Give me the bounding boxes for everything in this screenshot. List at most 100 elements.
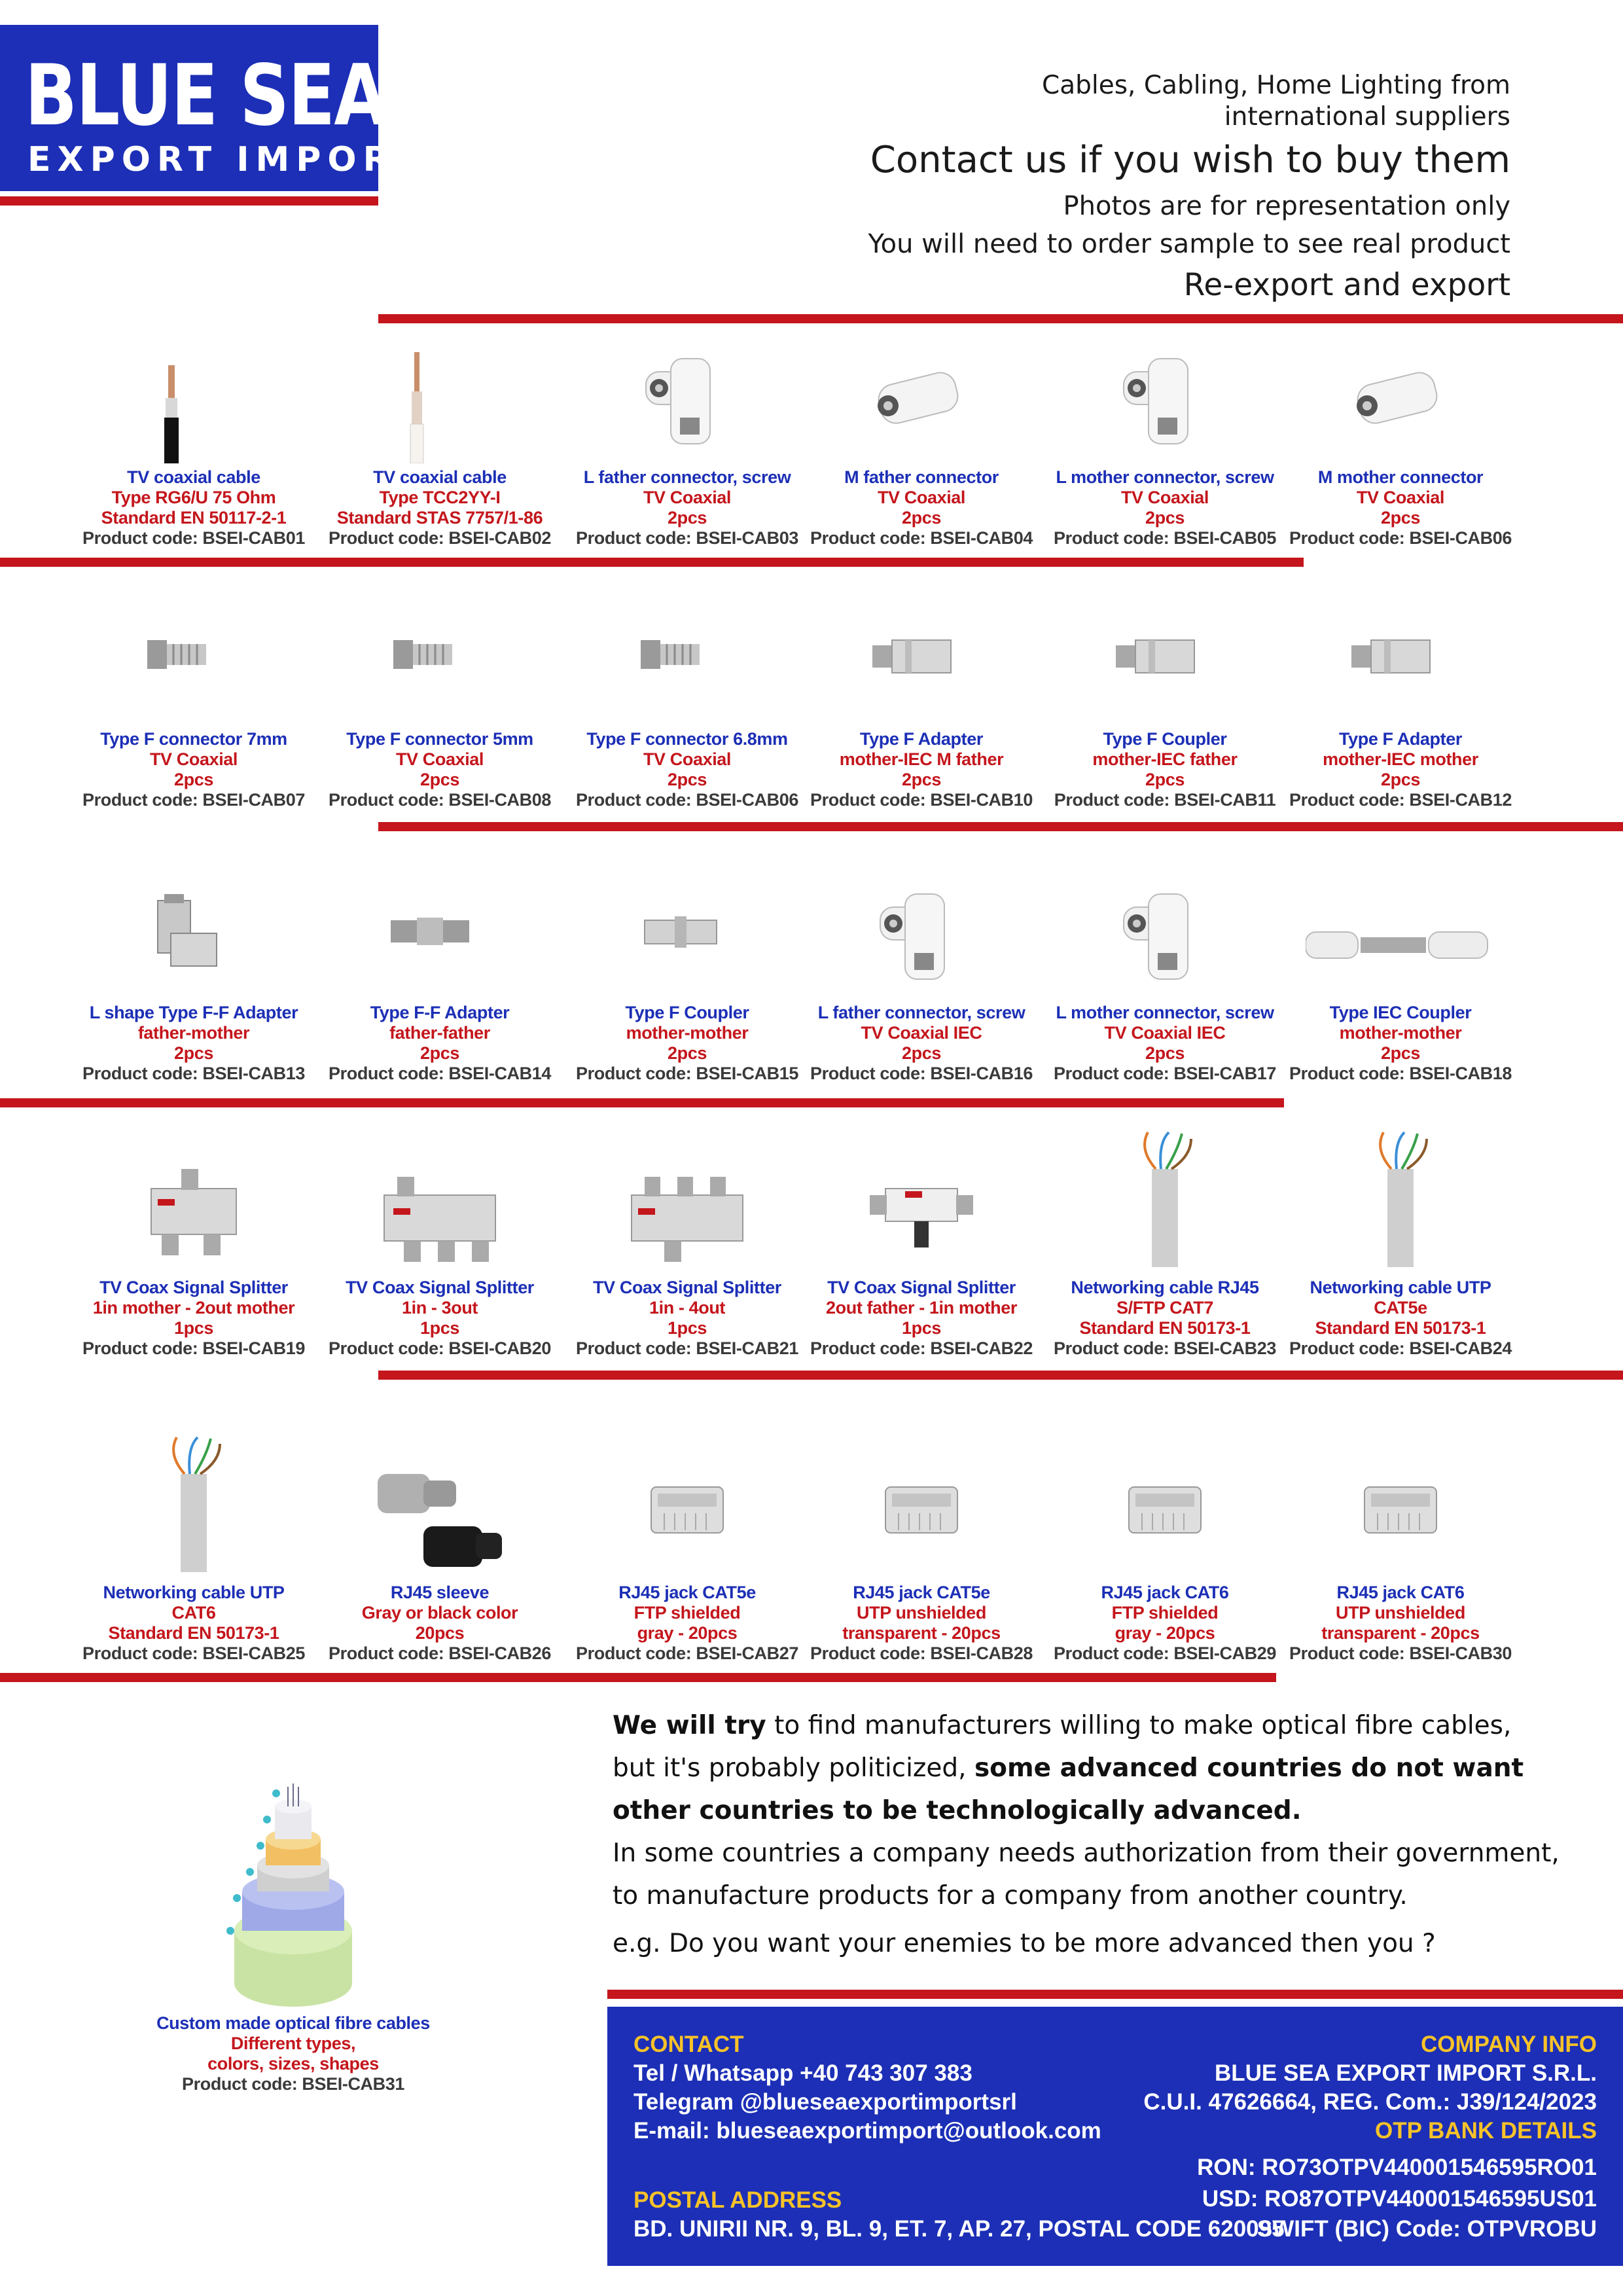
product-card: RJ45 jack CAT5e FTP shielded gray - 20pcs P…: [566, 1420, 808, 1668]
product-name: RJ45 jack CAT6: [1101, 1583, 1229, 1602]
company-info-heading: COMPANY INFO: [1421, 2032, 1597, 2057]
product-card: TV Coax Signal Splitter 1in - 3out 1pcs Pro…: [319, 1126, 561, 1363]
product-code: Product code: BSEI-CAB15: [576, 1064, 798, 1083]
product-card: RJ45 jack CAT6 UTP unshielded transparent …: [1279, 1420, 1522, 1668]
product-name: TV Coax Signal Splitter: [346, 1278, 534, 1297]
product-detail-1: TV Coaxial: [877, 488, 966, 507]
product-code: Product code: BSEI-CAB06: [576, 790, 798, 810]
product-detail-2: 2pcs: [902, 1043, 941, 1063]
product-code: Product code: BSEI-CAB16: [810, 1064, 1033, 1083]
f-connector-icon: [147, 640, 206, 669]
angled-connector-icon: [880, 893, 945, 980]
product-detail-1: TV Coaxial: [149, 749, 238, 769]
product-name: Type F Coupler: [1103, 729, 1227, 749]
product-code: Product code: BSEI-CAB22: [810, 1338, 1033, 1358]
rj45-jack-icon: [885, 1486, 958, 1534]
splitter-3-icon: [383, 1177, 496, 1262]
product-card: TV Coax Signal Splitter 1in - 4out 1pcs Pro…: [566, 1126, 808, 1363]
rj45-jack-icon: [651, 1486, 724, 1534]
product-detail-1: TV Coaxial: [1120, 488, 1209, 507]
row-1-red-bar: [0, 558, 1304, 567]
row-4-red-bar: [378, 1371, 1623, 1380]
network-cable-icon: [1143, 1131, 1192, 1267]
product-name: L mother connector, screw: [1056, 467, 1274, 487]
product-card: Type IEC Coupler mother-mother 2pcs Product…: [1279, 860, 1522, 1088]
product-code: Product code: BSEI-CAB06: [1289, 528, 1512, 548]
straight-connector-icon: [1357, 372, 1438, 424]
phone-number[interactable]: Tel / Whatsapp +40 743 307 383: [633, 2060, 972, 2086]
product-name: Type F connector 5mm: [346, 729, 533, 749]
metal-adapter-icon: [1351, 639, 1431, 673]
note-text-1: to find manufacturers willing to make op…: [766, 1711, 1512, 1740]
telegram-handle[interactable]: Telegram @blueseaexportimportsrl: [633, 2089, 1017, 2115]
iban-usd: USD: RO87OTPV440001546595US01: [1202, 2186, 1597, 2212]
product-card: Type F Coupler mother-mother 2pcs Product c…: [566, 860, 808, 1088]
product-name: Networking cable RJ45: [1071, 1278, 1259, 1297]
angled-connector-icon: [1123, 358, 1188, 444]
product-name: RJ45 jack CAT5e: [618, 1583, 756, 1602]
product-detail-1: mother-IEC father: [1092, 749, 1238, 769]
product-detail-2: transparent - 20pcs: [1321, 1623, 1480, 1643]
product-card: RJ45 jack CAT6 FTP shielded gray - 20pcs Pr…: [1044, 1420, 1286, 1668]
note-bold-2: some advanced countries do not want: [974, 1753, 1524, 1783]
product-detail-1: father-mother: [137, 1023, 250, 1043]
product-detail-2: 2pcs: [668, 1043, 707, 1063]
note-line-1: We will try to find manufacturers willin…: [613, 1704, 1607, 1747]
product-code: Product code: BSEI-CAB24: [1289, 1338, 1512, 1358]
product-detail-2: 2pcs: [1145, 508, 1185, 528]
product-code: Product code: BSEI-CAB07: [82, 790, 305, 810]
product-code: Product code: BSEI-CAB08: [329, 790, 551, 810]
product-name: L shape Type F-F Adapter: [89, 1003, 298, 1022]
product-card: TV coaxial cable Type TCC2YY-I Standard ST…: [319, 327, 561, 552]
product-detail-2: 2pcs: [1381, 508, 1420, 528]
product-name: L father connector, screw: [583, 467, 791, 487]
product-name: TV Coax Signal Splitter: [827, 1278, 1016, 1297]
logo-red-bar: [0, 196, 378, 206]
note-bold-3: other countries to be technologically ad…: [613, 1796, 1302, 1825]
product-code: Product code: BSEI-CAB25: [82, 1643, 305, 1663]
product-detail-2: 2pcs: [420, 1043, 459, 1063]
note-line-3: other countries to be technologically ad…: [613, 1789, 1607, 1832]
product-name: RJ45 jack CAT5e: [853, 1583, 990, 1602]
f-connector-icon: [393, 640, 452, 669]
product-card: Type F Coupler mother-IEC father 2pcs Produ…: [1044, 586, 1286, 814]
product-detail-2: 2pcs: [1381, 770, 1420, 789]
metal-adapter-icon: [1116, 639, 1195, 673]
manufacturing-note: We will try to find manufacturers willin…: [613, 1704, 1607, 1965]
product-detail-2: 1pcs: [902, 1318, 941, 1338]
iec-coupler-icon: [1306, 931, 1488, 959]
product-card: M mother connector TV Coaxial 2pcs Product …: [1279, 327, 1522, 552]
product-detail-2: Standard STAS 7757/1-86: [336, 508, 543, 528]
product-name: Type F connector 7mm: [100, 729, 287, 749]
product-code: Product code: BSEI-CAB14: [329, 1064, 551, 1083]
product-detail-1: mother-IEC M father: [839, 749, 1004, 769]
product-name: L father connector, screw: [817, 1003, 1026, 1022]
product-detail-2: 2pcs: [902, 508, 941, 528]
l-adapter-icon: [157, 894, 217, 967]
product-code: Product code: BSEI-CAB21: [576, 1338, 798, 1358]
product-detail-1: TV Coaxial: [643, 749, 732, 769]
product-detail-1: father-father: [389, 1023, 490, 1043]
product-name: Type F Coupler: [625, 1003, 749, 1022]
product-card: Type F connector 7mm TV Coaxial 2pcs Produc…: [73, 586, 315, 814]
product-detail-1: Type RG6/U 75 Ohm: [111, 488, 276, 507]
product-detail-1: TV Coaxial: [395, 749, 484, 769]
product-detail-1: S/FTP CAT7: [1116, 1298, 1214, 1318]
product-name: Networking cable UTP: [1310, 1278, 1491, 1297]
product-code: Product code: BSEI-CAB26: [329, 1643, 551, 1663]
product-code: Product code: BSEI-CAB13: [82, 1064, 305, 1083]
postal-address-heading: POSTAL ADDRESS: [633, 2187, 842, 2213]
note-line-2: but it's probably politicized, some adva…: [613, 1747, 1607, 1789]
product-detail-1: TV Coaxial IEC: [861, 1023, 982, 1043]
email-address[interactable]: E-mail: blueseaexportimport@outlook.com: [633, 2118, 1101, 2144]
product-code: Product code: BSEI-CAB04: [810, 528, 1033, 548]
product-detail-2: Standard EN 50173-1: [1079, 1318, 1251, 1338]
f-connector-icon: [641, 640, 700, 669]
product-card: TV Coax Signal Splitter 2out father - 1in…: [800, 1126, 1043, 1363]
product-card: Type F connector 6.8mm TV Coaxial 2pcs Prod…: [566, 586, 808, 814]
bank-details-heading: OTP BANK DETAILS: [1375, 2118, 1597, 2144]
fibre-product-name: Custom made optical fibre cables: [156, 2013, 430, 2033]
product-card: L father connector, screw TV Coaxial 2pcs P…: [566, 327, 808, 552]
note-text-2: but it's probably politicized,: [613, 1753, 974, 1783]
product-detail-1: CAT5e: [1374, 1298, 1427, 1318]
